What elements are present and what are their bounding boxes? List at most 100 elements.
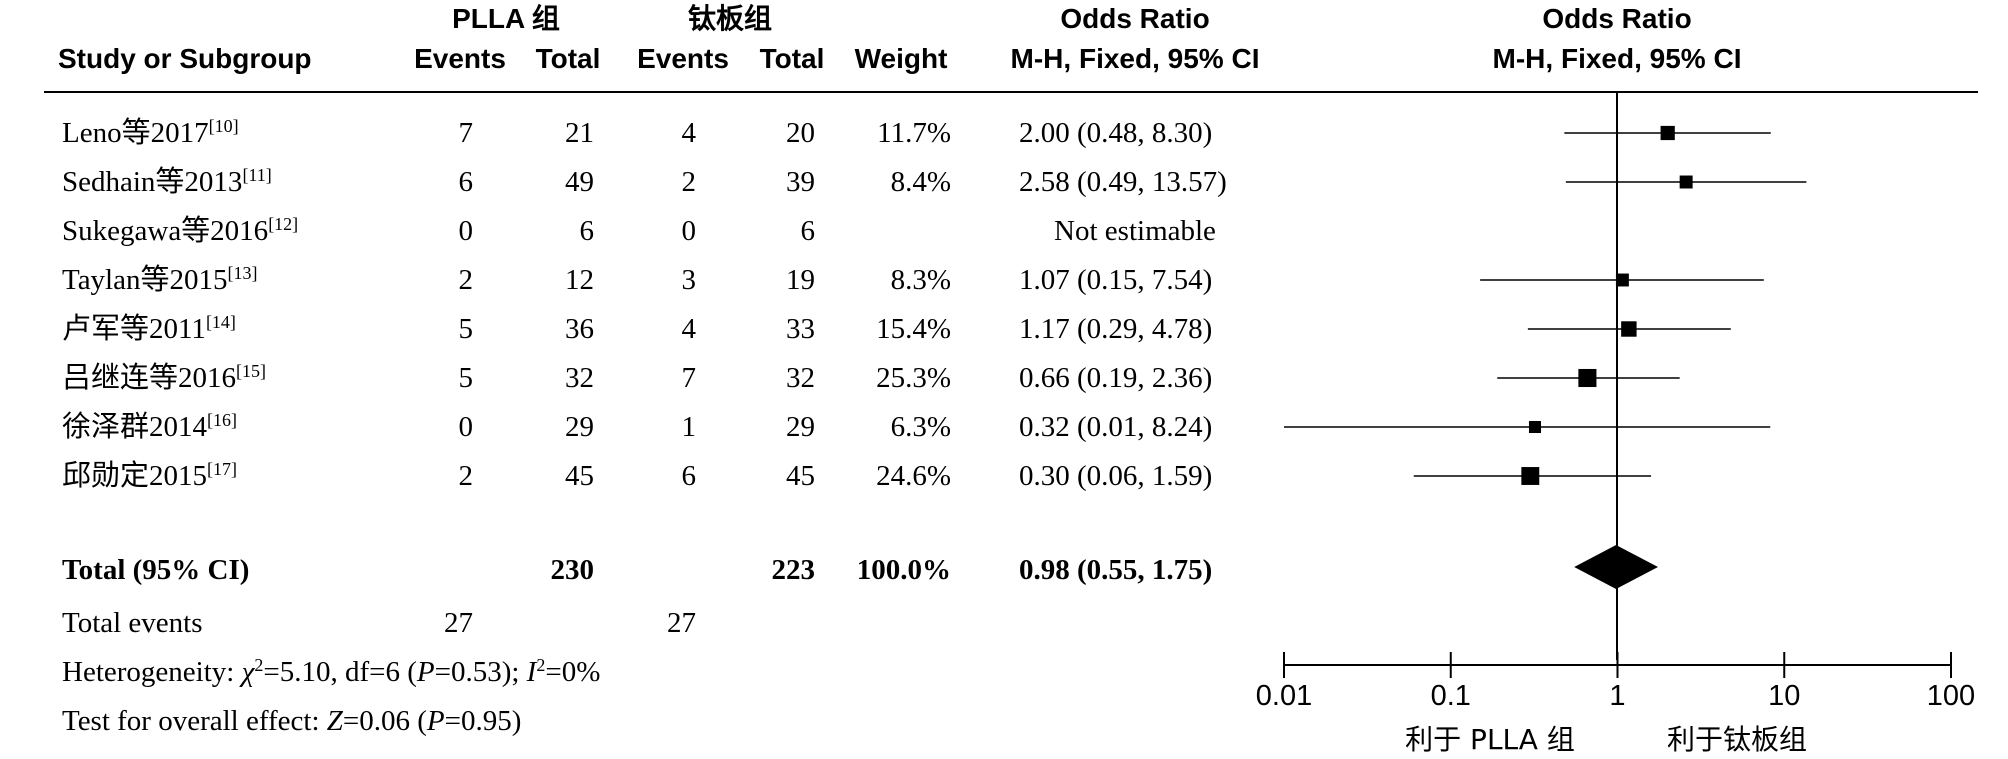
group2-events: 7 [682,362,697,394]
study-name: Sukegawa等2016[12] [62,214,298,247]
point-estimate-square [1578,368,1597,388]
study-ci: 2.58 (0.49, 13.57) [1019,166,1227,198]
study-weight: 25.3% [876,362,951,394]
group1-total: 12 [565,264,594,296]
axis-tick-label: 10 [1768,680,1800,712]
point-estimate-square [1660,125,1675,141]
study-weight: 11.7% [877,117,951,149]
group2-events: 1 [682,411,697,443]
group1-total: 36 [565,313,594,345]
plot-title: Odds Ratio [1542,3,1691,34]
group1-total: 6 [580,215,595,247]
group2-events: 2 [682,166,697,198]
group2-events: 3 [682,264,697,296]
study-row: Sukegawa等2016[12] 0 6 0 6 Not estimable [62,214,1216,247]
group1-total: 49 [565,166,594,198]
group1-events: 6 [459,166,474,198]
study-weight: 15.4% [876,313,951,345]
study-weight: 6.3% [891,411,951,443]
group2-total: 33 [786,313,815,345]
study-weight: 8.3% [891,264,951,296]
total-events-label: Total events [62,607,203,639]
group1-total: 32 [565,362,594,394]
study-row: 卢军等2011[14] 5 36 4 33 15.4% 1.17 (0.29, 4.78) [62,312,1731,345]
study-name: 吕继连等2016[15] [62,361,266,394]
group2-events: 4 [682,313,697,345]
study-ci: 1.17 (0.29, 4.78) [1019,313,1212,345]
group2-total: 6 [801,215,816,247]
study-name: 徐泽群2014[16] [62,410,237,443]
axis-tick-label: 1 [1609,680,1625,712]
group1-total: 21 [565,117,594,149]
point-estimate-square [1521,467,1540,485]
group1-events: 5 [459,313,474,345]
favours-left-label: 利于 PLLA 组 [1405,723,1575,756]
group1-total: 45 [565,460,594,492]
group2-total: 20 [786,117,815,149]
group1-events: 7 [459,117,474,149]
study-ci: 2.00 (0.48, 8.30) [1019,117,1212,149]
study-name: Sedhain等2013[11] [62,165,272,198]
axis-tick-label: 100 [1927,680,1975,712]
overall-effect-text: Test for overall effect: Z=0.06 (P=0.95) [62,705,521,737]
study-row: 徐泽群2014[16] 0 29 1 29 6.3% 0.32 (0.01, 8.24) [62,410,1771,443]
study-ci: Not estimable [1054,215,1216,247]
group2-total: 19 [786,264,815,296]
axis-tick-label: 0.1 [1431,680,1471,712]
group2-events: 4 [682,117,697,149]
total-events-group1: 27 [444,607,473,639]
study-row: Leno等2017[10] 7 21 4 20 11.7% 2.00 (0.48, 8.30… [62,116,1771,149]
heterogeneity-text: Heterogeneity: χ2=5.10, df=6 (P=0.53); I… [62,655,600,688]
plot-method-header: M-H, Fixed, 95% CI [1493,43,1742,74]
group1-total: 29 [565,411,594,443]
pooled-estimate-diamond [1574,545,1659,589]
group1-total-header: Total [536,43,601,74]
group1-events: 0 [459,411,474,443]
group1-events: 0 [459,215,474,247]
total-group1: 230 [551,554,595,586]
study-name: 卢军等2011[14] [62,312,236,345]
group2-total: 39 [786,166,815,198]
total-row: Total (95% CI) 230 223 100.0% 0.98 (0.55… [62,554,1212,586]
favours-right-label: 利于钛板组 [1667,723,1807,756]
study-weight: 24.6% [876,460,951,492]
point-estimate-square [1528,420,1541,434]
point-estimate-square [1615,273,1629,287]
study-ci: 0.32 (0.01, 8.24) [1019,411,1212,443]
or-column-title: Odds Ratio [1060,3,1209,34]
group1-events: 2 [459,264,474,296]
group1-events: 2 [459,460,474,492]
group2-total: 32 [786,362,815,394]
axis-tick-label: 0.01 [1256,680,1312,712]
or-method-header: M-H, Fixed, 95% CI [1011,43,1260,74]
study-row: Taylan等2015[13] 2 12 3 19 8.3% 1.07 (0.15, 7.5… [62,263,1764,296]
point-estimate-square [1621,321,1637,337]
group2-header: 钛板组 [688,3,772,34]
study-row: Sedhain等2013[11] 6 49 2 39 8.4% 2.58 (0.49, 13… [62,165,1807,198]
group2-events: 6 [682,460,697,492]
point-estimate-square [1679,175,1693,189]
group1-header: PLLA 组 [452,3,560,34]
x-axis: 0.01 0.1 1 10 100 [1256,652,1975,712]
study-column-header: Study or Subgroup [58,43,312,74]
total-group2: 223 [772,554,816,586]
group2-events: 0 [682,215,697,247]
total-weight: 100.0% [857,554,951,586]
study-ci: 0.30 (0.06, 1.59) [1019,460,1212,492]
group1-events: 5 [459,362,474,394]
group2-total: 29 [786,411,815,443]
group2-total: 45 [786,460,815,492]
study-ci: 0.66 (0.19, 2.36) [1019,362,1212,394]
study-name: Taylan等2015[13] [62,263,258,296]
study-name: 邱勋定2015[17] [62,459,237,492]
study-name: Leno等2017[10] [62,116,239,149]
study-row: 吕继连等2016[15] 5 32 7 32 25.3% 0.66 (0.19, 2.36) [62,361,1680,394]
weight-header: Weight [855,43,948,74]
group2-total-header: Total [760,43,825,74]
study-row: 邱勋定2015[17] 2 45 6 45 24.6% 0.30 (0.06, 1.59) [62,459,1652,492]
total-ci: 0.98 (0.55, 1.75) [1019,554,1212,586]
study-ci: 1.07 (0.15, 7.54) [1019,264,1212,296]
group2-events-header: Events [637,43,729,74]
study-rows: Leno等2017[10] 7 21 4 20 11.7% 2.00 (0.48, 8.30… [62,116,1807,492]
